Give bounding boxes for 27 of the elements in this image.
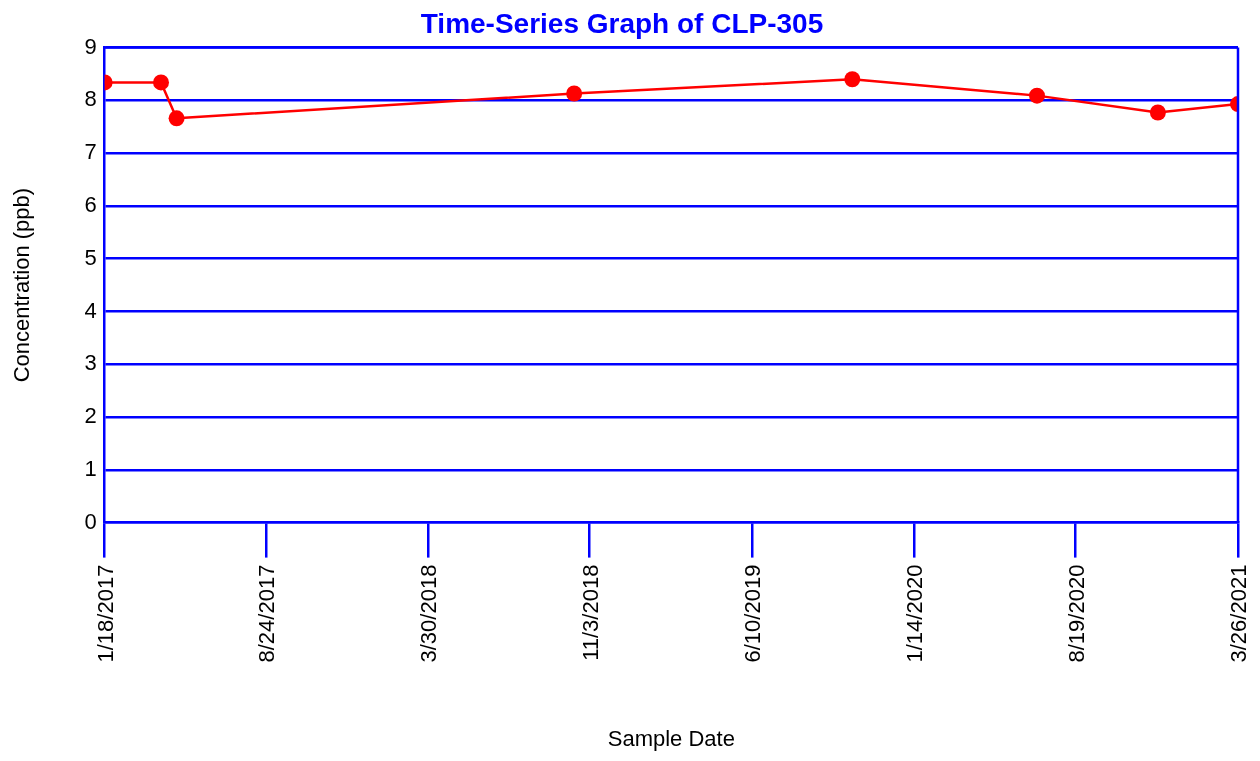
x-tick-label: 3/30/2018	[416, 564, 442, 663]
y-tick-label: 9	[84, 33, 97, 59]
point	[168, 110, 185, 127]
x-tick-label: 8/19/2020	[1063, 564, 1089, 663]
y-axis-title: Concentration (ppb)	[9, 187, 35, 383]
point	[1149, 104, 1166, 121]
x-tick-label: 3/26/2021	[1226, 564, 1251, 663]
x-tick-label: 1/14/2020	[901, 564, 927, 663]
y-tick-label: 3	[84, 350, 97, 376]
x-tick-label: 1/18/2017	[92, 564, 118, 663]
point	[566, 85, 583, 102]
x-tick-label: 11/3/2018	[577, 564, 603, 661]
point	[153, 74, 170, 91]
y-tick-label: 2	[84, 403, 97, 429]
y-tick-label: 1	[84, 455, 97, 481]
x-tick-label: 6/10/2019	[740, 564, 766, 663]
point	[1028, 87, 1045, 104]
x-tick-label: 8/24/2017	[254, 564, 280, 663]
y-tick-label: 6	[84, 192, 97, 217]
y-tick-label: 7	[84, 139, 97, 165]
point	[844, 71, 861, 88]
y-tick-label: 8	[84, 86, 97, 112]
x-axis-title: Sample Date	[607, 725, 735, 751]
y-tick-label: 4	[84, 297, 97, 323]
chart-title: Time-Series Graph of CLP-305	[420, 7, 824, 39]
y-tick-label: 5	[84, 244, 97, 270]
y-tick-label: 0	[84, 508, 97, 534]
